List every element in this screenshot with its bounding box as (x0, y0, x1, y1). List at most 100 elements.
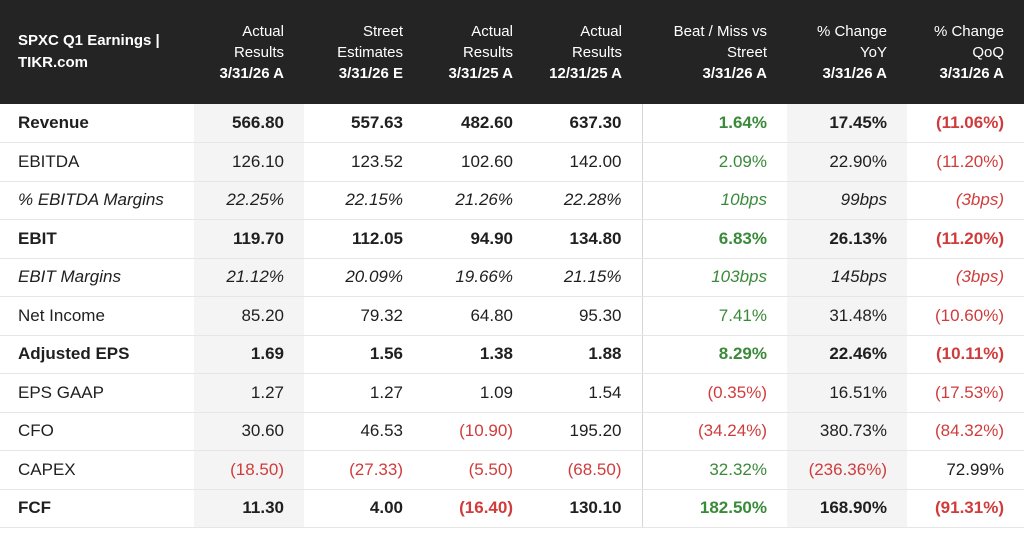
table-cell: 8.29% (641, 334, 787, 374)
table-cell: 1.27 (194, 373, 304, 413)
table-cell: 1.27 (304, 373, 423, 413)
table-cell: 6.83% (641, 219, 787, 259)
table-cell: 1.56 (304, 334, 423, 374)
table-cell: 26.13% (787, 219, 907, 259)
table-cell: 182.50% (641, 488, 787, 528)
table-cell: 168.90% (787, 488, 907, 528)
table-cell: 1.64% (641, 104, 787, 143)
table-cell: (17.53%) (907, 373, 1024, 413)
table-cell: (3bps) (907, 181, 1024, 220)
table-cell: 103bps (641, 258, 787, 297)
table-cell: 11.30 (194, 488, 304, 528)
table-cell: (3bps) (907, 258, 1024, 297)
table-cell: (68.50) (533, 450, 642, 490)
table-cell: 20.09% (304, 258, 423, 297)
table-cell: 134.80 (533, 219, 642, 259)
table-cell: (11.20%) (907, 219, 1024, 259)
table-row-eps-gaap: EPS GAAP 1.27 1.27 1.09 1.54 (0.35%) 16.51% (17… (0, 373, 1024, 413)
table-cell: 22.15% (304, 181, 423, 220)
table-cell: 94.90 (423, 219, 533, 259)
table-cell: 102.60 (423, 142, 533, 182)
table-cell: (27.33) (304, 450, 423, 490)
table-cell: 4.00 (304, 488, 423, 528)
row-label: EBIT (0, 219, 194, 259)
table-row-revenue: Revenue 566.80 557.63 482.60 637.30 1.64% 17.4… (0, 104, 1024, 143)
table-title-line1: SPXC Q1 Earnings | (18, 32, 160, 49)
table-row-fcf: FCF 11.30 4.00 (16.40) 130.10 182.50% 168.90%(… (0, 488, 1024, 528)
table-cell: (16.40) (423, 488, 533, 528)
table-cell: 7.41% (641, 296, 787, 336)
table-cell: (10.60%) (907, 296, 1024, 336)
table-cell: 2.09% (641, 142, 787, 182)
table-cell: 99bps (787, 181, 907, 220)
col-header-actual-q4-25: Actual Results 12/31/25 A (533, 0, 642, 104)
table-cell: 21.15% (533, 258, 642, 297)
table-cell: 22.25% (194, 181, 304, 220)
table-cell: 31.48% (787, 296, 907, 336)
table-cell: (10.11%) (907, 334, 1024, 374)
table-cell: 380.73% (787, 412, 907, 451)
table-cell: 95.30 (533, 296, 642, 336)
row-label: Adjusted EPS (0, 334, 194, 374)
table-cell: 130.10 (533, 488, 642, 528)
table-cell: 126.10 (194, 142, 304, 182)
table-row-capex: CAPEX (18.50) (27.33) (5.50) (68.50) 32.32% (2… (0, 450, 1024, 490)
table-cell: 85.20 (194, 296, 304, 336)
table-cell: 10bps (641, 181, 787, 220)
row-label: CFO (0, 412, 194, 451)
table-cell: 123.52 (304, 142, 423, 182)
table-cell: (18.50) (194, 450, 304, 490)
col-header-actual-q1-26: Actual Results 3/31/26 A (194, 0, 304, 104)
table-cell: 30.60 (194, 412, 304, 451)
table-row-ebit-margins: EBIT Margins 21.12% 20.09% 19.66% 21.15% 103b… (0, 258, 1024, 297)
row-label: % EBITDA Margins (0, 181, 194, 220)
table-cell: 1.88 (533, 334, 642, 374)
table-cell: (84.32%) (907, 412, 1024, 451)
table-cell: 1.54 (533, 373, 642, 413)
table-title-line2: TIKR.com (18, 54, 89, 71)
table-title: SPXC Q1 Earnings | TIKR.com (0, 0, 194, 104)
table-cell: (34.24%) (641, 412, 787, 451)
table-cell: 112.05 (304, 219, 423, 259)
col-header-change-yoy: % Change YoY 3/31/26 A (787, 0, 907, 104)
table-cell: 195.20 (533, 412, 642, 451)
table-cell: 79.32 (304, 296, 423, 336)
table-cell: (91.31%) (907, 488, 1024, 528)
table-cell: (5.50) (423, 450, 533, 490)
col-header-street-estimates: Street Estimates 3/31/26 E (304, 0, 423, 104)
table-row-cfo: CFO 30.60 46.53 (10.90) 195.20 (34.24%) 380.73… (0, 412, 1024, 451)
row-label: CAPEX (0, 450, 194, 490)
header-row: SPXC Q1 Earnings | TIKR.com Actual Result… (0, 0, 1024, 104)
table-cell: (11.20%) (907, 142, 1024, 182)
row-label: EBIT Margins (0, 258, 194, 297)
table-cell: 21.12% (194, 258, 304, 297)
table-row-ebitda: EBITDA 126.10 123.52 102.60 142.00 2.09% 22.90… (0, 142, 1024, 182)
table-cell: 1.09 (423, 373, 533, 413)
table-cell: 19.66% (423, 258, 533, 297)
table-cell: 566.80 (194, 104, 304, 143)
table-cell: 557.63 (304, 104, 423, 143)
table-cell: 64.80 (423, 296, 533, 336)
table-cell: 142.00 (533, 142, 642, 182)
table-cell: 22.46% (787, 334, 907, 374)
table-cell: 1.38 (423, 334, 533, 374)
table-cell: 119.70 (194, 219, 304, 259)
row-label: Revenue (0, 104, 194, 143)
table-cell: (11.06%) (907, 104, 1024, 143)
table-cell: 22.90% (787, 142, 907, 182)
table-row-adjusted-eps: Adjusted EPS 1.69 1.56 1.38 1.88 8.29% 22.46%(… (0, 334, 1024, 374)
table-cell: 17.45% (787, 104, 907, 143)
table-cell: 22.28% (533, 181, 642, 220)
table-cell: 21.26% (423, 181, 533, 220)
row-label: FCF (0, 488, 194, 528)
row-label: Net Income (0, 296, 194, 336)
table-cell: 1.69 (194, 334, 304, 374)
table-row-ebit: EBIT 119.70 112.05 94.90 134.80 6.83% 26.13% (1… (0, 219, 1024, 259)
table-cell: 482.60 (423, 104, 533, 143)
row-label: EBITDA (0, 142, 194, 182)
table-row-net-income: Net Income 85.20 79.32 64.80 95.30 7.41% 31.48… (0, 296, 1024, 336)
col-header-change-qoq: % Change QoQ 3/31/26 A (907, 0, 1024, 104)
table-cell: 145bps (787, 258, 907, 297)
table-cell: 72.99% (907, 450, 1024, 490)
